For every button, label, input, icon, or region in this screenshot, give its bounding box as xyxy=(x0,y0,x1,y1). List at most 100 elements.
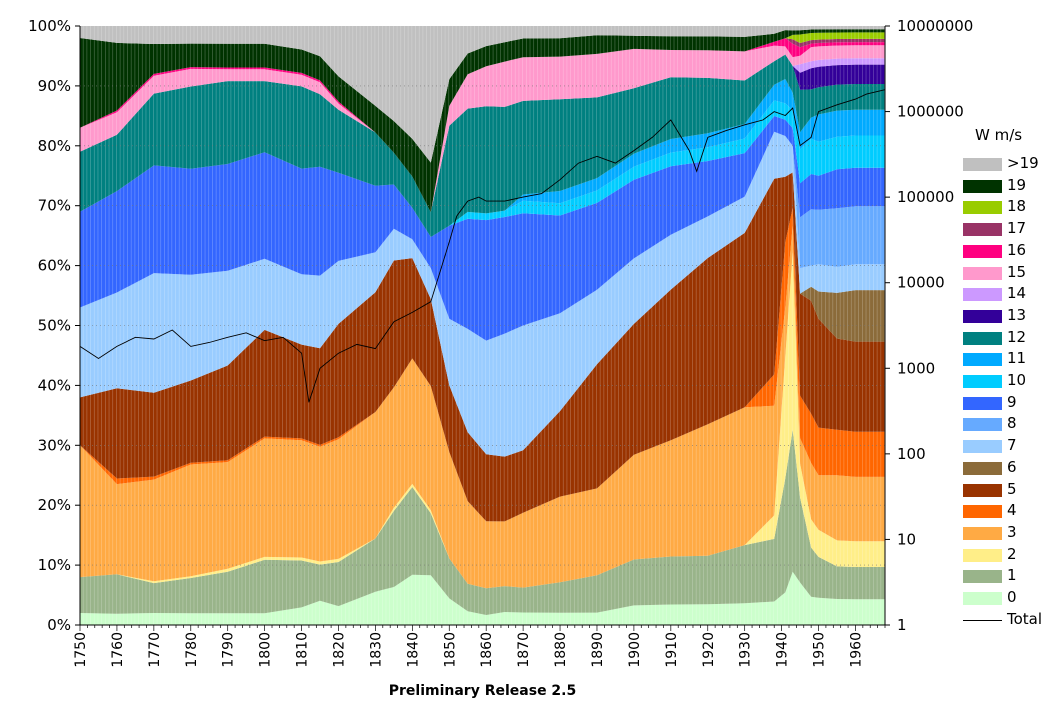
y-right-tick-label: 100000 xyxy=(897,188,954,206)
legend-item: 0 xyxy=(963,588,1053,608)
legend-label: 8 xyxy=(1007,414,1017,433)
area-band-3 xyxy=(80,225,885,589)
legend-item: 3 xyxy=(963,523,1053,543)
legend-item: 18 xyxy=(963,197,1053,217)
x-tick-label: 1770 xyxy=(147,632,163,668)
y-left-tick-label: 30% xyxy=(38,436,71,454)
x-tick-label: 1880 xyxy=(553,632,569,668)
x-tick-label: 1760 xyxy=(110,632,126,668)
legend-swatch xyxy=(963,483,1002,497)
x-tick-label: 1860 xyxy=(479,632,495,668)
legend-swatch xyxy=(963,158,1002,171)
legend-swatch xyxy=(963,179,1002,193)
chart-title: Preliminary Release 2.5 xyxy=(388,683,577,699)
y-right-tick-label: 10000 xyxy=(897,274,945,292)
legend-swatch xyxy=(963,266,1002,280)
legend-item: 17 xyxy=(963,219,1053,239)
legend-title: W m/s xyxy=(975,126,1023,144)
x-tick-label: 1750 xyxy=(73,632,89,668)
y-right-tick-label: 1 xyxy=(897,616,907,634)
legend-label: >19 xyxy=(1007,154,1039,172)
x-tick-label: 1940 xyxy=(775,632,791,668)
legend-swatch xyxy=(963,244,1002,258)
legend-swatch xyxy=(963,548,1002,562)
area-band-9 xyxy=(80,116,885,341)
legend-swatch xyxy=(963,375,1002,388)
area-band-19 xyxy=(80,29,885,213)
legend-label: 16 xyxy=(1007,240,1027,259)
legend-item-total: Total xyxy=(963,610,1053,630)
y-left-tick-label: 60% xyxy=(38,257,71,275)
legend-swatch xyxy=(963,592,1002,605)
legend-swatch xyxy=(963,223,1002,237)
y-left-tick-label: 40% xyxy=(38,376,71,394)
legend-item: 15 xyxy=(963,263,1053,283)
legend-item: 16 xyxy=(963,241,1053,261)
legend-swatch xyxy=(963,570,1002,584)
y-left-tick-label: 20% xyxy=(38,496,71,514)
x-tick-label: 1840 xyxy=(405,632,421,668)
x-tick-label: 1780 xyxy=(184,632,200,668)
legend-label: 3 xyxy=(1007,522,1017,541)
legend-item: 4 xyxy=(963,501,1053,521)
area-band-15 xyxy=(80,45,885,213)
area-band-14 xyxy=(80,54,885,213)
x-tick-label: 1950 xyxy=(812,632,828,668)
x-tick-label: 1850 xyxy=(442,632,458,668)
area-band-7 xyxy=(80,131,885,457)
legend-label: 17 xyxy=(1007,219,1027,238)
y-left-tick-label: 70% xyxy=(38,197,71,215)
area-band-0 xyxy=(80,571,885,625)
y-right-tick-label: 1000 xyxy=(897,359,935,377)
legend-label: 14 xyxy=(1007,284,1027,303)
legend-label: 7 xyxy=(1007,436,1017,455)
legend-item: 7 xyxy=(963,436,1053,456)
legend-label: 15 xyxy=(1007,262,1027,281)
x-tick-label: 1800 xyxy=(258,632,274,668)
legend-item: 8 xyxy=(963,414,1053,434)
legend-item: 14 xyxy=(963,284,1053,304)
legend-swatch xyxy=(963,353,1002,367)
axes: 0% 10% 20% 30% 40% 50% 60% 70% 80% 90% 100% 1 10 100 1… xyxy=(28,17,973,668)
legend-item: 11 xyxy=(963,349,1053,369)
legend-item: 10 xyxy=(963,371,1053,391)
legend-label: 19 xyxy=(1007,175,1027,194)
x-tick-label: 1890 xyxy=(590,632,606,668)
legend-item: 5 xyxy=(963,480,1053,500)
total-line-layer xyxy=(79,89,886,403)
legend-swatch xyxy=(963,396,1002,410)
legend-swatch xyxy=(963,461,1002,475)
legend-label: 11 xyxy=(1007,349,1027,368)
legend-label: 10 xyxy=(1007,371,1027,389)
x-tick-label: 1900 xyxy=(627,632,643,668)
legend-label: 1 xyxy=(1007,566,1017,585)
area-band-12 xyxy=(80,54,885,237)
x-tick-label: 1960 xyxy=(848,632,864,668)
legend-label: 13 xyxy=(1007,305,1027,324)
bar-texture xyxy=(82,26,885,625)
x-tick-label: 1910 xyxy=(664,632,680,668)
area-band-gt19 xyxy=(80,26,885,163)
legend-swatch xyxy=(963,440,1002,454)
legend-label: 0 xyxy=(1007,588,1017,606)
legend-label: 4 xyxy=(1007,501,1017,520)
legend-swatch xyxy=(963,309,1002,323)
x-tick-label: 1920 xyxy=(701,632,717,668)
legend-swatch xyxy=(963,418,1002,432)
y-right-tick-label: 1000000 xyxy=(897,103,964,121)
total-line xyxy=(79,89,886,403)
x-tick-label: 1870 xyxy=(516,632,532,668)
x-tick-label: 1790 xyxy=(221,632,237,668)
legend-item: >19 xyxy=(963,154,1053,174)
legend-item: 12 xyxy=(963,328,1053,348)
area-band-1 xyxy=(80,429,885,615)
stacked-areas xyxy=(80,26,885,625)
legend-swatch xyxy=(963,331,1002,345)
legend-item: 6 xyxy=(963,458,1053,478)
x-tick-label: 1830 xyxy=(368,632,384,668)
legend-label: Total xyxy=(1007,609,1043,628)
legend-swatch xyxy=(963,288,1002,302)
legend-line-swatch xyxy=(963,619,1002,621)
